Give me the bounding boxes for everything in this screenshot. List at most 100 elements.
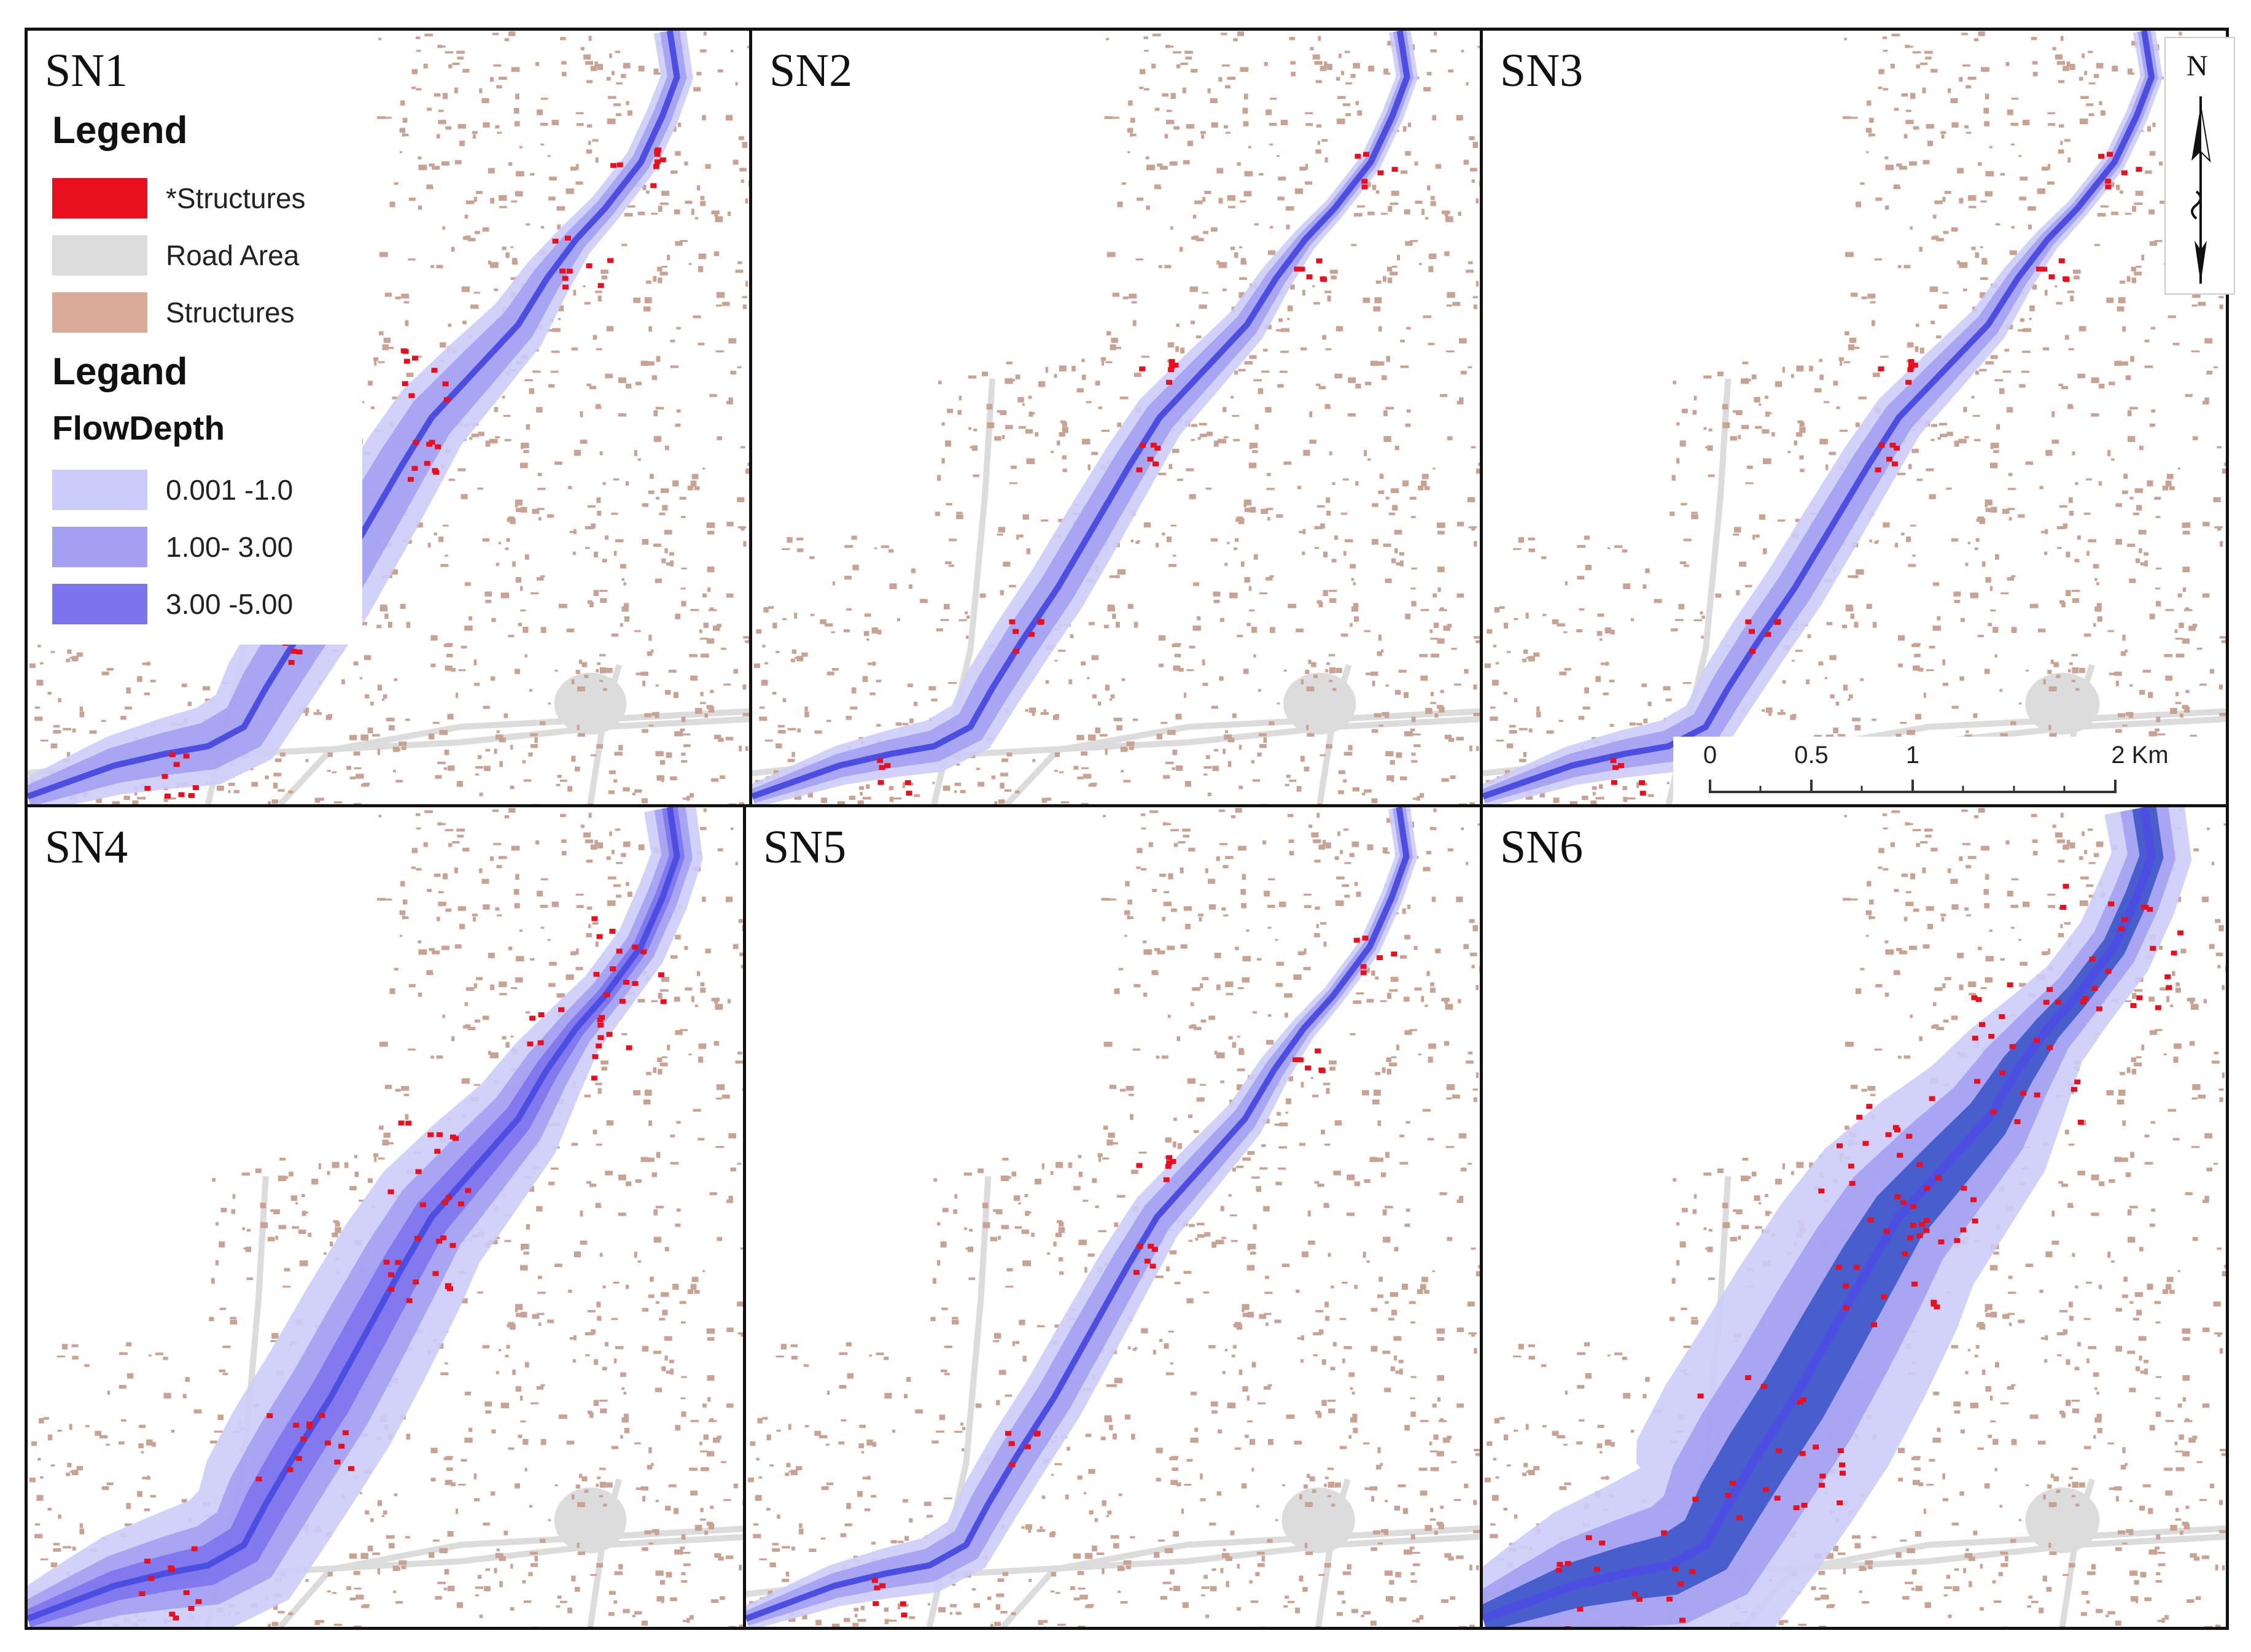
structure	[1883, 522, 1890, 528]
structure	[902, 723, 909, 726]
structure	[523, 1438, 529, 1445]
structure	[1418, 1467, 1428, 1471]
structure	[948, 682, 957, 684]
structure	[1151, 970, 1158, 974]
structure	[1390, 1366, 1395, 1371]
affected-structure	[432, 1271, 439, 1276]
structure	[2072, 270, 2081, 274]
structure	[1221, 33, 1227, 36]
structure	[1130, 133, 1133, 137]
structure	[1394, 1505, 1401, 1511]
structure	[640, 1486, 648, 1491]
structure	[871, 627, 879, 634]
structure	[737, 526, 747, 529]
structure	[1389, 1580, 1394, 1585]
structure	[2120, 190, 2123, 194]
structure	[1366, 672, 1374, 675]
structure	[2071, 589, 2080, 592]
structure	[1439, 1418, 1444, 1421]
structure	[461, 1298, 468, 1304]
structure	[1348, 1372, 1355, 1377]
structure	[426, 184, 433, 188]
structure	[246, 1277, 254, 1281]
structure	[716, 1084, 725, 1090]
structure	[1671, 475, 1676, 481]
structure	[1325, 669, 1328, 673]
structure	[618, 745, 623, 751]
structure	[1845, 252, 1854, 257]
structure	[1144, 50, 1149, 52]
structure	[1263, 737, 1267, 743]
structure	[575, 766, 580, 772]
structure	[2118, 713, 2126, 718]
structure	[267, 1236, 275, 1242]
structure	[465, 1024, 471, 1027]
structure	[96, 797, 103, 804]
structure	[1871, 320, 1875, 327]
structure	[487, 591, 491, 595]
structure	[134, 792, 138, 796]
structure	[623, 1391, 626, 1395]
structure	[387, 575, 392, 578]
structure	[2020, 176, 2028, 180]
structure	[464, 626, 473, 631]
structure	[849, 796, 856, 801]
structure	[627, 110, 632, 116]
structure	[1459, 397, 1464, 402]
structure	[688, 1053, 692, 1056]
structure	[1237, 987, 1244, 990]
structure	[1237, 31, 1245, 36]
structure	[554, 461, 562, 465]
structure	[1443, 626, 1451, 631]
structure	[1249, 609, 1255, 612]
structure	[1004, 789, 1012, 792]
structure	[955, 1611, 962, 1615]
structure	[1337, 831, 1340, 836]
structure	[231, 1209, 236, 1214]
structure	[2198, 301, 2206, 306]
structure	[1106, 331, 1111, 336]
structure	[976, 767, 981, 770]
structure	[791, 752, 795, 758]
structure	[1135, 541, 1140, 544]
structure	[1645, 568, 1650, 573]
structure	[1342, 884, 1350, 887]
structure	[1210, 98, 1218, 104]
affected-structure	[406, 1298, 413, 1303]
structure	[2115, 680, 2119, 686]
structure	[1104, 624, 1109, 629]
affected-structure	[2105, 184, 2112, 190]
structure	[637, 458, 641, 461]
structure	[693, 1109, 701, 1112]
structure	[313, 712, 322, 715]
structure	[1910, 93, 1916, 99]
structure	[1918, 667, 1924, 672]
structure	[573, 290, 577, 296]
structure	[1297, 486, 1302, 489]
structure	[606, 856, 611, 860]
structure	[1336, 876, 1345, 880]
structure	[126, 1503, 131, 1510]
structure	[1102, 1157, 1110, 1160]
structure	[1335, 77, 1340, 81]
structure	[1796, 432, 1803, 437]
structure	[2007, 508, 2015, 510]
structure	[1393, 1336, 1402, 1341]
structure	[1133, 373, 1141, 378]
structure	[474, 1498, 480, 1502]
structure	[580, 1210, 583, 1217]
structure	[1299, 1142, 1306, 1146]
affected-structure	[1891, 461, 1898, 467]
structure	[597, 510, 602, 516]
structure	[1946, 487, 1952, 490]
structure	[1437, 567, 1445, 573]
structure	[1202, 683, 1208, 686]
structure	[676, 327, 681, 330]
structure	[1490, 706, 1496, 709]
affected-structure	[606, 1031, 613, 1037]
structure	[220, 1208, 227, 1212]
structure	[1914, 654, 1921, 657]
structure	[2145, 170, 2152, 174]
structure	[1601, 796, 1604, 800]
structure	[1984, 669, 1990, 674]
